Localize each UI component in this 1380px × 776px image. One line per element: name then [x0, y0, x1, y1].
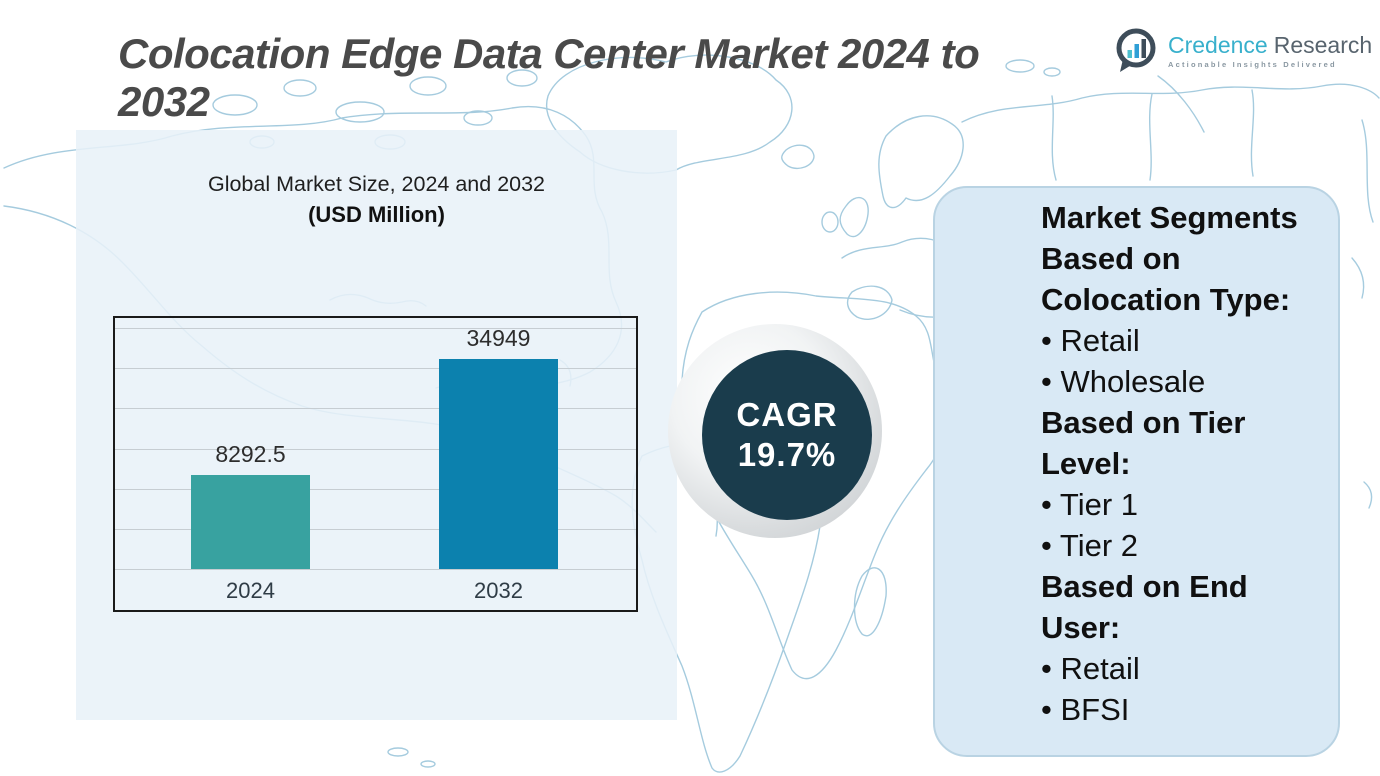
- bar-category-label: 2024: [226, 578, 275, 603]
- segment-bullet-item: • Tier 2: [1041, 528, 1138, 563]
- market-segments-list: Market Segments Based on Colocation Type: •…: [1041, 197, 1326, 730]
- chart-subtitle: (USD Million): [308, 202, 445, 227]
- chart-title: Global Market Size, 2024 and 2032: [207, 172, 546, 196]
- segment-bullet-item: • Retail: [1041, 323, 1140, 358]
- market-segments-panel: Market Segments Based on Colocation Type: •…: [933, 186, 1340, 757]
- gridline: [115, 488, 636, 490]
- segment-bullet-item: • Wholesale: [1041, 364, 1206, 399]
- segment-heading-line: Based on End: [1041, 569, 1248, 604]
- gridline: [115, 448, 636, 450]
- chart-panel: Global Market Size, 2024 and 2032 (USD M…: [76, 130, 677, 720]
- page-title: Colocation Edge Data Center Market 2024 …: [118, 30, 1128, 126]
- segment-heading-line: Market Segments: [1041, 200, 1298, 235]
- segment-heading-line: Based on: [1041, 241, 1181, 276]
- bar-2032: [439, 359, 558, 569]
- brand-tagline: Actionable Insights Delivered: [1168, 60, 1337, 69]
- bar-value-label: 8292.5: [215, 441, 286, 467]
- segment-heading-line: Level:: [1041, 446, 1131, 481]
- page-title-line2: 2032: [118, 78, 210, 126]
- segment-bullet-item: • BFSI: [1041, 692, 1130, 727]
- cagr-label: CAGR: [736, 396, 838, 433]
- segment-bullet-item: • Tier 1: [1041, 487, 1138, 522]
- gridline: [115, 408, 636, 410]
- brand-name-primary: Credence: [1168, 32, 1268, 58]
- brand-name-secondary: Research: [1273, 32, 1373, 58]
- cagr-badge: CAGR 19.7%: [702, 350, 872, 520]
- brand-logo: Credence Research Actionable Insights Del…: [1112, 26, 1372, 81]
- segment-heading-line: Colocation Type:: [1041, 282, 1291, 317]
- segment-heading-line: Based on Tier: [1041, 405, 1246, 440]
- bar-chart-plot: 8292.5 2024 34949 2032: [113, 316, 638, 612]
- bar-value-label: 34949: [466, 325, 531, 351]
- segment-heading-line: User:: [1041, 610, 1121, 645]
- bar-2024: [191, 475, 310, 569]
- bar-chart-speech-bubble-icon: [1112, 26, 1160, 81]
- gridline: [115, 328, 636, 329]
- segment-bullet-item: • Retail: [1041, 651, 1140, 686]
- gridline: [115, 569, 636, 571]
- bar-category-label: 2032: [474, 578, 523, 603]
- brand-name: Credence Research: [1168, 32, 1372, 58]
- brand-text: Credence Research Actionable Insights Del…: [1168, 26, 1372, 69]
- gridline: [115, 368, 636, 370]
- page-title-line1: Colocation Edge Data Center Market 2024 …: [118, 30, 980, 78]
- gridline: [115, 529, 636, 530]
- cagr-value: 19.7%: [737, 436, 837, 473]
